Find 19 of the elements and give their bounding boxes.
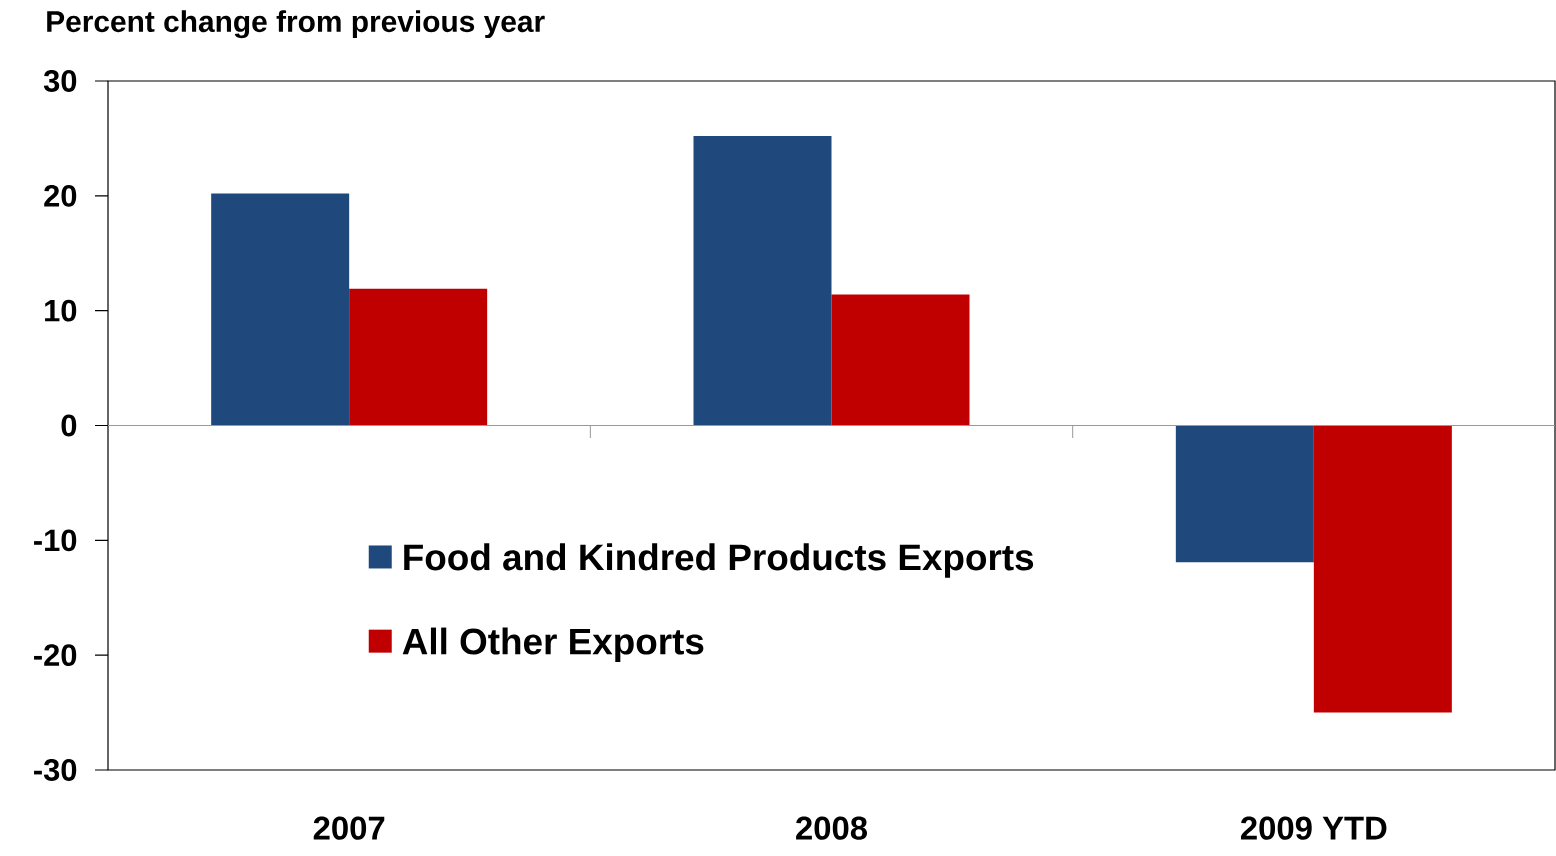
- bar: [831, 294, 970, 426]
- x-tick-label: 2007: [313, 816, 385, 840]
- y-tick-label: -10: [34, 529, 77, 552]
- y-tick-label: 0: [61, 414, 77, 437]
- y-tick-label: 20: [44, 184, 77, 207]
- y-tick-label: -30: [34, 759, 77, 781]
- y-tick-label: 30: [43, 70, 77, 92]
- y-tick-label: -20: [34, 644, 77, 667]
- y-tick-label: 10: [45, 299, 77, 322]
- bar: [349, 288, 488, 426]
- x-tick-label: 2009 YTD: [1240, 816, 1387, 840]
- bar: [1175, 425, 1314, 563]
- legend-label: All Other Exports: [402, 627, 704, 662]
- bar: [693, 136, 832, 426]
- bar: [1313, 425, 1452, 713]
- chart-title: Percent change from previous year: [47, 10, 545, 39]
- legend-label: Food and Kindred Products Exports: [404, 543, 1034, 578]
- bar: [211, 193, 350, 426]
- x-tick-label: 2008: [796, 816, 868, 840]
